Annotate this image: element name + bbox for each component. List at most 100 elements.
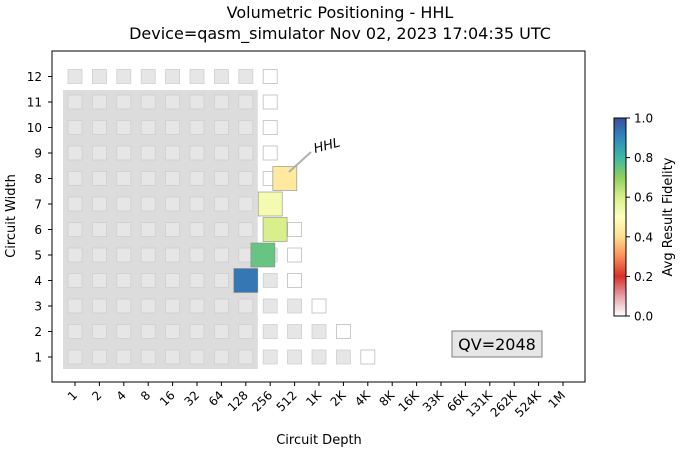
x-tick-label: 8K (376, 387, 398, 409)
background-cell (116, 349, 132, 365)
background-cell (165, 222, 181, 237)
background-cell (189, 273, 205, 288)
background-cell (140, 171, 156, 186)
background-cell (67, 171, 83, 186)
y-axis-label: Circuit Width (4, 174, 19, 258)
background-cell (165, 273, 181, 288)
background-cell (262, 324, 278, 339)
x-tick-label: 4K (352, 387, 374, 409)
background-cell (189, 196, 205, 212)
colorbar-tick-label: 0.0 (634, 310, 653, 324)
background-cell (213, 196, 229, 212)
background-cell (238, 94, 254, 110)
background-cell (238, 120, 254, 135)
background-cell (116, 324, 132, 339)
background-cell (213, 324, 229, 339)
y-tick-label: 12 (27, 70, 42, 84)
background-cell (311, 349, 327, 365)
y-tick-label: 3 (34, 300, 42, 314)
background-cell (238, 196, 254, 212)
background-cell (213, 145, 229, 161)
background-cell (238, 349, 254, 365)
colorbar-label: Avg Result Fidelity (661, 157, 676, 276)
background-cell (165, 69, 181, 84)
y-tick-label: 4 (34, 274, 42, 288)
background-cell (238, 145, 254, 161)
background-cell (189, 69, 205, 84)
background-cell (189, 222, 205, 237)
background-cell (213, 171, 229, 186)
y-tick-label: 2 (34, 325, 42, 339)
background-cell (92, 145, 107, 161)
annotation-hhl: HHL (312, 135, 342, 156)
background-cell (92, 171, 107, 186)
x-tick-label: 64 (206, 388, 227, 409)
y-tick-label: 5 (34, 249, 42, 263)
background-cell-outline (287, 247, 303, 263)
x-tick-label: 524K (512, 387, 544, 419)
background-cell (140, 298, 156, 314)
background-cell (67, 273, 83, 288)
background-cell (92, 196, 107, 212)
background-cell-outline (335, 324, 351, 339)
background-cell (238, 222, 254, 237)
background-cell (140, 324, 156, 339)
x-axis-label: Circuit Depth (276, 433, 362, 448)
data-point (272, 166, 298, 191)
y-tick-label: 10 (27, 121, 42, 135)
background-cell (67, 247, 83, 263)
x-tick-label: 1M (545, 388, 568, 411)
background-cell (189, 171, 205, 186)
background-cell (238, 298, 254, 314)
background-cell (165, 171, 181, 186)
background-cell (116, 196, 132, 212)
background-cell (140, 145, 156, 161)
background-cell-outline (262, 120, 278, 135)
background-cell (189, 145, 205, 161)
y-tick-label: 8 (34, 172, 42, 186)
background-cell (116, 94, 132, 110)
background-cell (116, 120, 132, 135)
background-cell (116, 69, 132, 84)
colorbar-tick-label: 0.8 (634, 151, 653, 165)
background-cell (165, 324, 181, 339)
x-tick-label: 1K (303, 387, 325, 409)
x-tick-label: 512 (274, 388, 300, 414)
background-cell (140, 94, 156, 110)
chart-subtitle: Device=qasm_simulator Nov 02, 2023 17:04… (129, 24, 551, 44)
background-cell (189, 120, 205, 135)
background-cell (92, 69, 107, 84)
background-cell (92, 273, 107, 288)
background-cell (165, 145, 181, 161)
background-cell (213, 120, 229, 135)
x-tick-label: 128 (225, 388, 251, 414)
background-cell (213, 349, 229, 365)
x-tick-label: 131K (463, 387, 495, 419)
background-cell (92, 349, 107, 365)
colorbar-tick-label: 1.0 (634, 112, 653, 126)
x-tick-label: 16K (395, 387, 422, 414)
x-tick-label: 8 (138, 388, 153, 403)
data-point (233, 268, 259, 293)
background-cell (116, 298, 132, 314)
background-cell (165, 120, 181, 135)
background-cell-outline (262, 145, 278, 161)
background-cell (238, 69, 254, 84)
background-cell (213, 298, 229, 314)
y-tick-label: 11 (27, 96, 42, 110)
background-cell-outline (360, 349, 376, 365)
background-cell (213, 273, 229, 288)
background-cell (92, 298, 107, 314)
x-tick-label: 2 (89, 388, 104, 403)
background-cell (165, 298, 181, 314)
background-cell (67, 94, 83, 110)
background-cell (67, 196, 83, 212)
background-cell (92, 94, 107, 110)
background-cell (165, 349, 181, 365)
background-cell (92, 222, 107, 237)
background-cell (189, 349, 205, 365)
background-cell (335, 349, 351, 365)
x-tick-label: 16 (157, 388, 178, 409)
background-cell (140, 222, 156, 237)
